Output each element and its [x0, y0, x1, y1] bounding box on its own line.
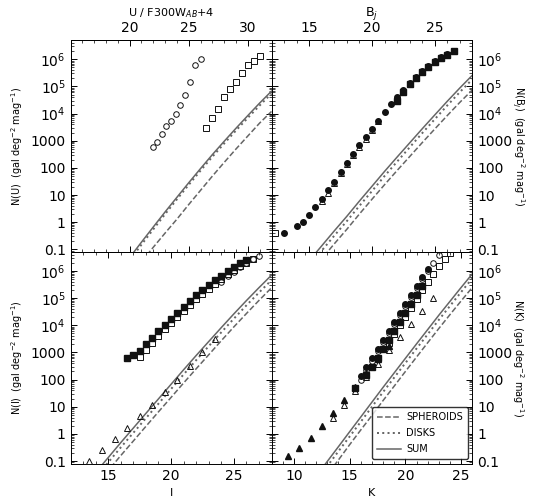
Y-axis label: N(B$_j$)  (gal deg$^{-2}$ mag$^{-1}$): N(B$_j$) (gal deg$^{-2}$ mag$^{-1}$) [510, 86, 526, 207]
X-axis label: K: K [368, 488, 376, 498]
X-axis label: I: I [169, 488, 173, 498]
Y-axis label: N(K)  (gal deg$^{-2}$ mag$^{-1}$): N(K) (gal deg$^{-2}$ mag$^{-1}$) [510, 299, 526, 417]
Legend: SPHEROIDS, DISKS, SUM: SPHEROIDS, DISKS, SUM [372, 407, 468, 459]
Y-axis label: N(U)  (gal deg$^{-2}$ mag$^{-1}$): N(U) (gal deg$^{-2}$ mag$^{-1}$) [9, 87, 25, 206]
Y-axis label: N(I)  (gal deg$^{-2}$ mag$^{-1}$): N(I) (gal deg$^{-2}$ mag$^{-1}$) [9, 300, 25, 415]
X-axis label: B$_j$: B$_j$ [365, 5, 378, 22]
X-axis label: U / F300W$_{AB}$+4: U / F300W$_{AB}$+4 [128, 6, 214, 20]
